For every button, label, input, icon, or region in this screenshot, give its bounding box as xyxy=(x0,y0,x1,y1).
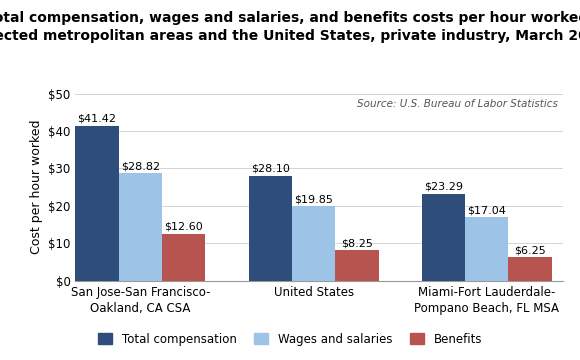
Bar xyxy=(119,173,162,281)
Bar xyxy=(422,194,465,281)
Text: $12.60: $12.60 xyxy=(164,222,203,232)
Bar xyxy=(335,250,379,281)
Bar xyxy=(249,176,292,281)
Bar xyxy=(465,217,509,281)
Text: $23.29: $23.29 xyxy=(424,182,463,192)
Text: $6.25: $6.25 xyxy=(514,246,546,256)
Bar xyxy=(162,234,205,281)
Text: $28.10: $28.10 xyxy=(251,164,290,174)
Text: Total compensation, wages and salaries, and benefits costs per hour worked,
sele: Total compensation, wages and salaries, … xyxy=(0,11,580,43)
Text: $41.42: $41.42 xyxy=(78,114,117,124)
Text: $28.82: $28.82 xyxy=(121,161,160,171)
Legend: Total compensation, Wages and salaries, Benefits: Total compensation, Wages and salaries, … xyxy=(93,328,487,351)
Text: $19.85: $19.85 xyxy=(294,195,333,204)
Text: Source: U.S. Bureau of Labor Statistics: Source: U.S. Bureau of Labor Statistics xyxy=(357,99,558,109)
Bar xyxy=(509,257,552,281)
Y-axis label: Cost per hour worked: Cost per hour worked xyxy=(30,120,42,255)
Bar xyxy=(75,126,119,281)
Text: $8.25: $8.25 xyxy=(341,238,373,248)
Bar xyxy=(292,207,335,281)
Text: $17.04: $17.04 xyxy=(467,205,506,215)
